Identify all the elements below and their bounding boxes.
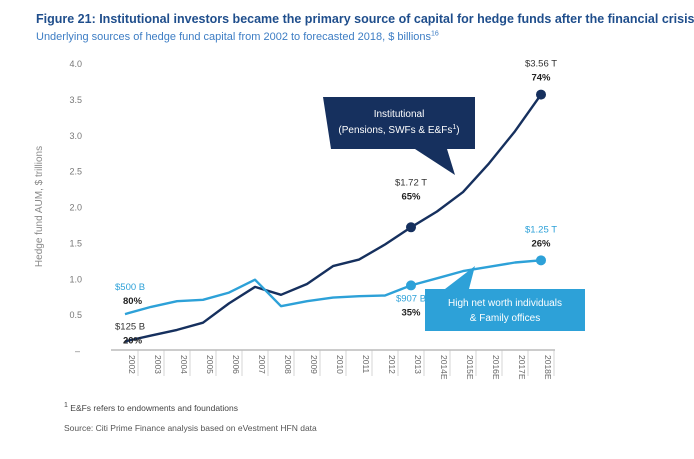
callout-label: Institutional	[374, 109, 425, 120]
y-axis-label: Hedge fund AUM, $ trillions	[34, 146, 45, 267]
value-label: $1.72 T	[395, 177, 427, 188]
x-tick-label: 2012	[387, 355, 397, 374]
chart-area: Hedge fund AUM, $ trillions – 0.5 1.0 1.5 2.0…	[34, 59, 585, 380]
y-tick-label: 2.0	[69, 203, 82, 213]
x-tick-label: 2007	[257, 355, 267, 374]
share-label: 35%	[401, 307, 421, 318]
x-tick-label: 2014E	[439, 355, 449, 380]
x-tick-label: 2008	[283, 355, 293, 374]
source-note: Source: Citi Prime Finance analysis base…	[64, 423, 317, 433]
x-tick-label: 2002	[127, 355, 137, 374]
footnote: 1 E&Fs refers to endowments and foundati…	[64, 402, 239, 413]
data-point-marker	[536, 255, 546, 266]
chart-subtitle: Underlying sources of hedge fund capital…	[36, 30, 439, 43]
x-tick-label: 2015E	[465, 355, 475, 380]
x-tick-label: 2005	[205, 355, 215, 374]
callout-label: High net worth individuals	[448, 298, 562, 309]
share-label: 74%	[531, 73, 551, 84]
x-tick-label: 2013	[413, 355, 423, 374]
y-tick-label: 1.0	[69, 274, 82, 284]
x-tick-label: 2016E	[491, 355, 501, 380]
value-label: $907 B	[396, 293, 426, 304]
callout-label: & Family offices	[470, 313, 540, 324]
x-tick-label: 2009	[309, 355, 319, 374]
x-tick-label: 2011	[361, 355, 371, 374]
share-label: 80%	[123, 296, 143, 307]
chart-title: Figure 21: Institutional investors becam…	[36, 12, 694, 26]
x-tick-label: 2010	[335, 355, 345, 374]
x-tick-label: 2017E	[517, 355, 527, 380]
callout-label: (Pensions, SWFs & E&Fs1)	[338, 124, 459, 136]
x-tick-label: 2006	[231, 355, 241, 374]
y-tick-label: –	[75, 346, 80, 356]
y-tick-label: 3.5	[69, 95, 82, 105]
x-tick-label: 2004	[179, 355, 189, 374]
y-tick-label: 0.5	[69, 310, 82, 320]
share-label: 26%	[531, 238, 551, 249]
share-label: 20%	[123, 335, 143, 346]
value-label: $1.25 T	[525, 224, 557, 235]
y-tick-label: 3.0	[69, 131, 82, 141]
y-tick-label: 2.5	[69, 167, 82, 177]
data-point-marker	[406, 222, 416, 233]
series-line-institutional	[124, 93, 542, 343]
share-label: 65%	[401, 191, 421, 202]
data-point-marker	[536, 89, 546, 100]
y-tick-label: 4.0	[69, 59, 82, 69]
value-label: $125 B	[115, 321, 145, 332]
data-point-marker	[406, 280, 416, 291]
value-label: $500 B	[115, 282, 145, 293]
callout-box-institutional	[323, 97, 475, 175]
value-label: $3.56 T	[525, 59, 557, 70]
x-tick-label: 2003	[153, 355, 163, 374]
y-tick-label: 1.5	[69, 238, 82, 248]
x-tick-label: 2018E	[543, 355, 553, 380]
callout-box-hnw	[425, 266, 585, 331]
